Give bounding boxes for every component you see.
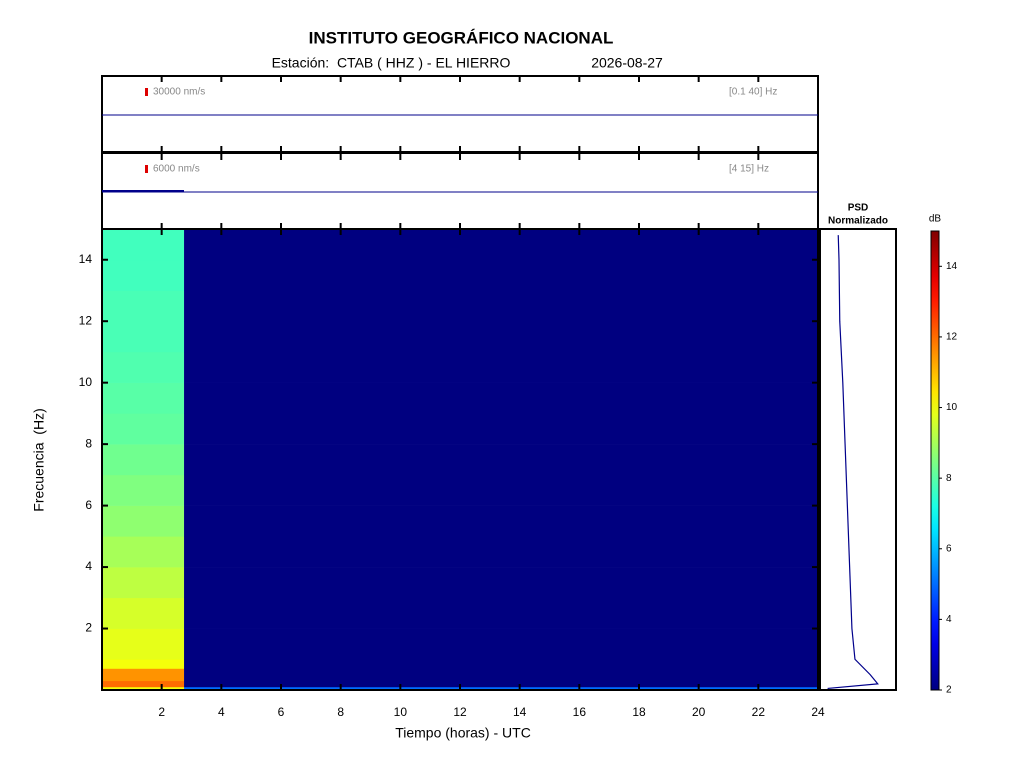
spectrogram-cell [102,444,185,476]
x-tick-label: 22 [752,705,766,719]
spectrogram-cell [184,474,818,506]
spectrogram-cell [102,413,185,445]
psd-title: PSD [848,203,869,214]
trace-band: [0.1 40] Hz [729,87,777,98]
chart-title: INSTITUTO GEOGRÁFICO NACIONAL [309,28,614,47]
spectrogram-cell [184,686,818,691]
x-tick-label: 2 [158,705,165,719]
scale-bar [145,88,148,96]
spectrogram-cell [184,290,818,322]
x-tick-label: 24 [811,705,825,719]
spectrogram-cell [184,351,818,383]
spectrogram-cell [102,259,185,291]
scale-bar [145,165,148,173]
spectrogram-cell [102,659,185,669]
colorbar-tick-label: 10 [946,402,958,413]
spectrogram-cell [102,229,185,261]
colorbar-tick-label: 8 [946,473,952,484]
spectrogram-cell [184,628,818,660]
spectrogram-cell [184,444,818,476]
x-tick-label: 4 [218,705,225,719]
spectrogram-cell [102,686,185,691]
y-axis-label: Frecuencia (Hz) [31,408,47,511]
colorbar-tick-label: 4 [946,614,952,625]
trace-panel [101,75,819,153]
spectrogram-cell [102,321,185,353]
date: 2026-08-27 [591,55,663,71]
spectrogram-cell [184,680,818,688]
spectrogram-cell [102,628,185,660]
x-tick-label: 8 [337,705,344,719]
spectrogram-cell [102,680,185,688]
spectrogram-cell [184,382,818,414]
spectrogram-cell [102,382,185,414]
spectrogram-cell [184,536,818,568]
spectrogram-cell [102,505,185,537]
spectrogram-cell [184,321,818,353]
spectrogram-cell [102,290,185,322]
x-tick-label: 12 [453,705,467,719]
colorbar-label: dB [929,214,942,225]
colorbar-tick-label: 14 [946,261,958,272]
spectrogram [102,229,818,691]
psd-frame [819,228,897,691]
colorbar [930,230,940,691]
trace-scale: 30000 nm/s [153,87,205,98]
y-tick-label: 8 [85,436,92,450]
subtitle: Estación: CTAB ( HHZ ) - EL HIERRO [272,55,511,71]
spectrogram-cell [184,413,818,445]
trace-band: [4 15] Hz [729,164,769,175]
y-tick-label: 10 [79,375,93,389]
trace-panel [101,152,819,230]
spectrogram-cell [102,536,185,568]
x-tick-label: 14 [513,705,527,719]
y-tick-label: 14 [79,252,93,266]
spectrogram-cell [184,659,818,669]
x-tick-label: 16 [573,705,587,719]
psd-line [827,235,879,690]
trace-scale: 6000 nm/s [153,164,200,175]
spectrogram-cell [102,668,185,682]
psd-subtitle: Normalizado [828,216,888,227]
spectrogram-cell [184,259,818,291]
x-tick-label: 10 [394,705,408,719]
spectrogram-cell [102,351,185,383]
spectrogram-cell [102,597,185,629]
colorbar-tick-label: 12 [946,332,958,343]
spectrogram-cell [102,474,185,506]
y-tick-label: 6 [85,498,92,512]
x-tick-label: 18 [632,705,646,719]
colorbar-tick-label: 2 [946,685,952,696]
spectrogram-cell [102,567,185,599]
colorbar-tick-label: 6 [946,543,952,554]
y-tick-label: 4 [85,559,92,573]
y-tick-label: 12 [79,313,93,327]
spectrogram-cell [184,668,818,682]
spectrogram-cell [184,505,818,537]
y-tick-label: 2 [85,621,92,635]
spectrogram-cell [184,567,818,599]
x-tick-label: 6 [278,705,285,719]
x-axis-label: Tiempo (horas) - UTC [395,725,531,741]
spectrogram-cell [184,229,818,261]
spectrogram-cell [184,597,818,629]
x-tick-label: 20 [692,705,706,719]
